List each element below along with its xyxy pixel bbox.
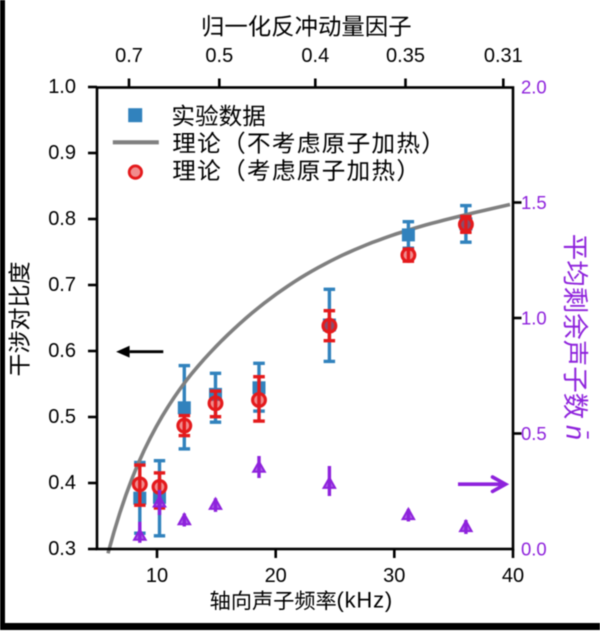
svg-text:n̄: n̄	[561, 425, 591, 440]
svg-text:0.31: 0.31	[484, 45, 523, 67]
svg-text:2.0: 2.0	[521, 77, 547, 98]
svg-text:30: 30	[383, 565, 405, 587]
svg-text:0.4: 0.4	[48, 472, 76, 494]
svg-text:0.5: 0.5	[205, 45, 233, 67]
svg-text:0.0: 0.0	[521, 539, 547, 560]
svg-text:0.4: 0.4	[301, 45, 329, 67]
svg-text:1.0: 1.0	[48, 76, 76, 98]
svg-text:0.5: 0.5	[48, 406, 76, 428]
svg-text:1.5: 1.5	[521, 192, 547, 213]
svg-text:0.8: 0.8	[48, 208, 76, 230]
svg-text:0.7: 0.7	[115, 45, 143, 67]
svg-text:10: 10	[146, 565, 168, 587]
svg-text:0.7: 0.7	[48, 274, 76, 296]
svg-text:(kHz): (kHz)	[337, 588, 394, 613]
svg-text:0.9: 0.9	[48, 142, 76, 164]
svg-text:1.0: 1.0	[521, 308, 547, 329]
svg-text:20: 20	[265, 565, 287, 587]
svg-text:0.6: 0.6	[48, 340, 76, 362]
svg-text:0.5: 0.5	[521, 423, 547, 444]
svg-text:0.35: 0.35	[386, 45, 425, 67]
svg-text:0.3: 0.3	[48, 538, 76, 560]
svg-text:40: 40	[502, 565, 524, 587]
